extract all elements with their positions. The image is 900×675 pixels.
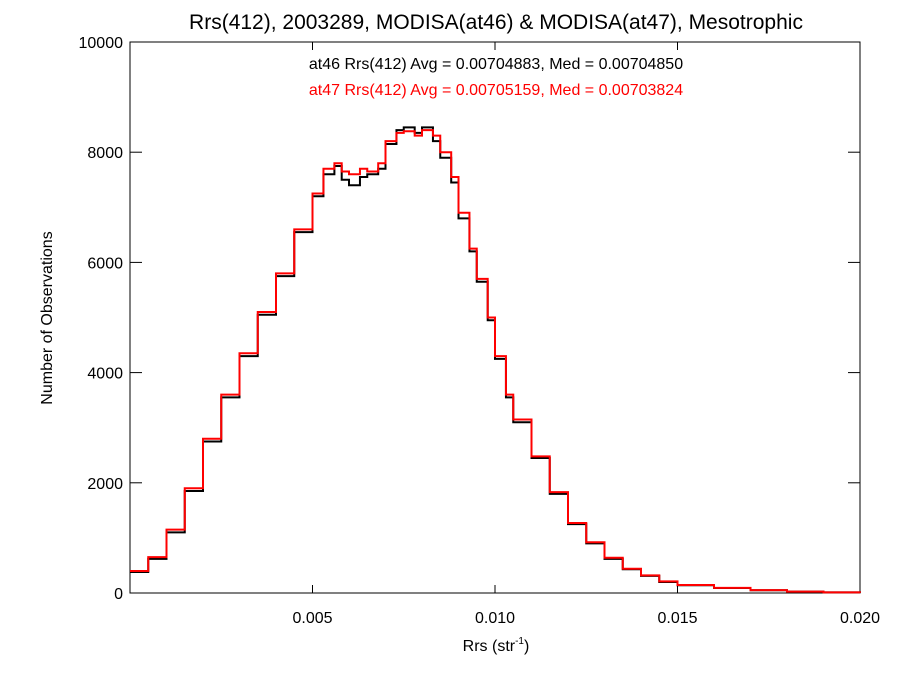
series-line-at47 bbox=[130, 129, 861, 594]
y-tick-label: 4000 bbox=[87, 366, 123, 383]
x-axis-label: Rrs (str-1) bbox=[463, 636, 530, 655]
x-axis-label-main: Rrs (str bbox=[463, 638, 516, 655]
y-tick-label: 8000 bbox=[87, 145, 123, 162]
y-tick-label: 0 bbox=[114, 586, 123, 603]
x-tick-label: 0.015 bbox=[657, 610, 697, 627]
axis-ticks: 0.005 0.010 0.015 0.020 0 2000 4000 6000 8000 100… bbox=[79, 35, 881, 627]
series-layer bbox=[130, 126, 861, 594]
y-axis-label: Number of Observations bbox=[39, 231, 56, 404]
x-tick-label: 0.010 bbox=[475, 610, 515, 627]
chart-title: Rrs(412), 2003289, MODISA(at46) & MODISA… bbox=[189, 11, 803, 34]
annotation-at47: at47 Rrs(412) Avg = 0.00705159, Med = 0.… bbox=[309, 82, 683, 99]
x-tick-label: 0.005 bbox=[292, 610, 332, 627]
y-tick-label: 6000 bbox=[87, 255, 123, 272]
y-tick-label: 2000 bbox=[87, 476, 123, 493]
annotation-at46: at46 Rrs(412) Avg = 0.00704883, Med = 0.… bbox=[309, 56, 683, 73]
x-axis-label-sup: -1 bbox=[515, 636, 524, 647]
x-axis-label-close: ) bbox=[524, 638, 529, 655]
y-tick-label: 10000 bbox=[79, 35, 124, 52]
x-tick-label: 0.020 bbox=[840, 610, 880, 627]
